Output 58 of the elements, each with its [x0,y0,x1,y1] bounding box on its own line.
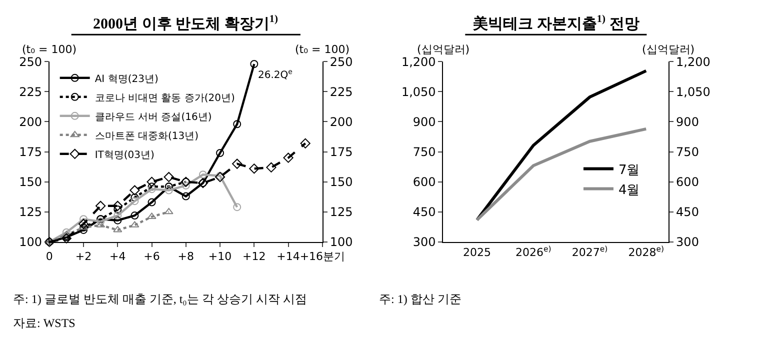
y-tick-label: 900 [412,114,436,129]
x-tick-label: +10 [208,250,232,264]
y2-tick-label: 225 [330,84,353,99]
legend-label: IT혁명(03년) [94,150,155,161]
x-tick-label: 2025 [463,246,492,260]
y-tick-label: 1,050 [401,84,436,99]
y-tick-label: 1,200 [401,54,436,69]
y-tick-label: 175 [19,144,42,159]
x-tick-label: +6 [144,250,160,264]
y2-tick-label: 200 [330,114,353,129]
y2-tick-label: 250 [330,54,353,69]
x-tick-label: 2027$^{e)}$ [572,244,608,260]
y-tick-label: 250 [19,54,42,69]
legend-label: 클라우드 서버 증설(16년) [94,112,212,123]
y-tick-label: 600 [412,175,436,190]
y2-tick-label: 100 [330,235,353,250]
x-tick-label: 2026$^{e)}$ [516,244,552,260]
y2-axis-title: (t₀ = 100) [295,43,350,56]
y2-tick-label: 600 [676,175,699,190]
y2-tick-label: 125 [330,205,353,220]
legend-label: 코로나 비대면 활동 증가(20년) [94,92,236,104]
x-tick-label: 0 [46,250,53,264]
y-axis-title: (십억달러) [417,43,470,56]
x-tick-label: +16분기 [300,250,346,264]
y-tick-label: 300 [412,235,436,250]
chart-title: 2000년 이후 반도체 확장기$^{1)}$ [93,14,278,32]
x-tick-label: +8 [178,250,194,264]
legend-label: 7월 [618,162,640,178]
y2-tick-label: 750 [676,144,699,159]
y2-tick-label: 300 [676,235,699,250]
y-tick-label: 150 [19,175,42,190]
y2-tick-label: 900 [676,114,699,129]
legend-label: AI 혁명(23년) [94,74,158,85]
text: 자료: WSTS [13,316,76,330]
y2-tick-label: 1,200 [676,54,710,69]
y-tick-label: 450 [412,205,436,220]
y-axis-title: (t₀ = 100) [22,43,77,56]
x-tick-label: +4 [110,250,126,264]
legend-label: 4월 [618,182,640,198]
text: 주: 1) 글로벌 반도체 매출 기준, t₀는 각 상승기 시작 시점 [13,292,307,306]
text: 주: 1) 합산 기준 [379,292,462,306]
y-tick-label: 225 [19,84,42,99]
y-tick-label: 200 [19,114,42,129]
y-tick-label: 125 [19,205,42,220]
y2-tick-label: 450 [676,205,699,220]
y-tick-label: 750 [412,144,436,159]
x-tick-label: +2 [75,250,92,264]
x-tick-label: 2028$^{e)}$ [628,244,664,260]
chart-title: 美빅테크 자본지출$^{1)}$ 전망 [472,14,640,32]
annotation: 26.2Q$^{e}$ [258,68,292,82]
x-tick-label: +12 [242,250,266,264]
y2-tick-label: 1,050 [676,84,710,99]
y2-axis-title: (십억달러) [642,43,695,56]
y-tick-label: 100 [19,235,42,250]
y2-tick-label: 175 [330,144,353,159]
legend-label: 스마트폰 대중화(13년) [94,130,199,142]
y2-tick-label: 150 [330,175,353,190]
x-tick-label: +14 [276,250,300,264]
